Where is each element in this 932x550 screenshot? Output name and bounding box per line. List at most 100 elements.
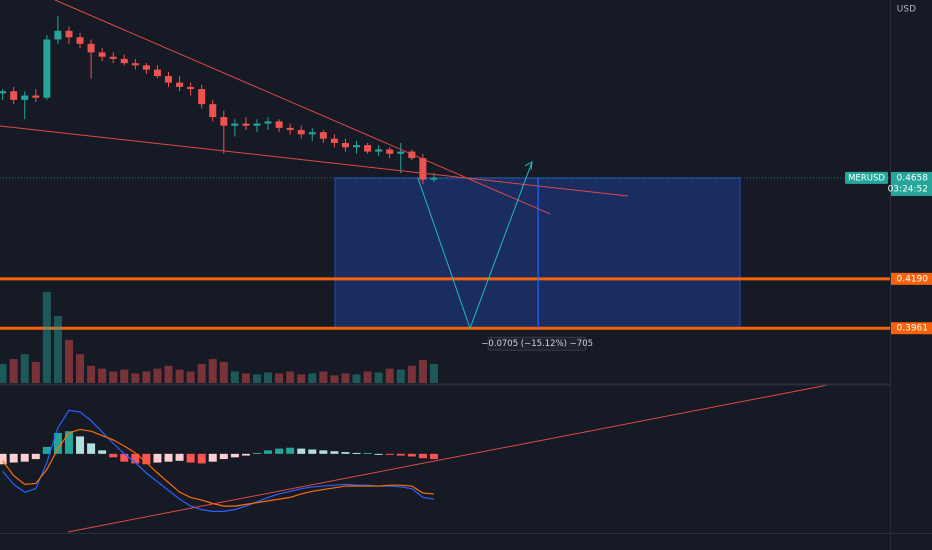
histogram-bar xyxy=(87,443,96,454)
volume-bar xyxy=(241,373,250,383)
candle-body xyxy=(98,52,106,57)
candle-body xyxy=(231,123,239,126)
volume-bar xyxy=(76,354,85,383)
candle-body xyxy=(109,56,117,59)
volume-bar xyxy=(153,368,162,383)
histogram-bar xyxy=(175,453,184,461)
candle-body xyxy=(165,76,173,83)
candle-body xyxy=(131,63,139,66)
candle-body xyxy=(242,123,250,126)
price-label: 0.4190 xyxy=(897,274,929,284)
volume-bar xyxy=(98,368,107,383)
symbol-label: MERUSD xyxy=(848,173,885,183)
histogram-bar xyxy=(31,453,40,460)
volume-bar xyxy=(363,371,372,383)
candle-body xyxy=(32,95,40,98)
histogram-bar xyxy=(286,447,295,454)
candle-body xyxy=(54,30,62,40)
candle-body xyxy=(286,127,294,131)
volume-bar xyxy=(64,339,73,383)
volume-bar xyxy=(396,369,405,383)
histogram-bar xyxy=(396,453,405,456)
candle-body xyxy=(142,65,150,70)
candle-body xyxy=(21,95,29,100)
histogram-bar xyxy=(363,452,372,454)
volume-bar xyxy=(429,363,438,383)
volume-bar xyxy=(418,360,427,383)
projection-path xyxy=(417,161,533,330)
histogram-bar xyxy=(42,446,51,454)
histogram-bar xyxy=(98,450,107,454)
candle-body xyxy=(0,91,7,94)
histogram-bar xyxy=(264,450,273,454)
histogram-bar xyxy=(153,453,162,463)
price-label-box xyxy=(891,272,932,285)
histogram-bar xyxy=(297,448,306,454)
histogram-bar xyxy=(252,452,261,454)
candle-body xyxy=(353,145,361,148)
candle-body xyxy=(419,158,427,180)
candle-body xyxy=(87,43,95,53)
trend-line xyxy=(67,384,828,533)
volume-bar xyxy=(109,371,118,383)
volume-bar xyxy=(31,361,40,383)
histogram-bar xyxy=(429,453,438,460)
candle-body xyxy=(264,121,272,124)
volume-bar xyxy=(131,373,140,383)
candle-body xyxy=(220,117,228,126)
candle-body xyxy=(397,151,405,154)
candle-body xyxy=(187,86,195,90)
histogram-bar xyxy=(230,453,239,458)
histogram-bar xyxy=(20,453,29,462)
volume-bar xyxy=(230,371,239,383)
candle-body xyxy=(308,132,316,135)
histogram-bar xyxy=(186,453,195,463)
volume-bar xyxy=(197,363,206,383)
last-price-label: 0.4658 xyxy=(897,173,929,183)
candle-body xyxy=(341,142,349,148)
volume-bar xyxy=(352,374,361,383)
volume-bar xyxy=(164,365,173,383)
histogram-bar xyxy=(275,448,284,454)
candle-body xyxy=(65,30,73,38)
volume-bar xyxy=(53,315,62,383)
price-label: 0.3961 xyxy=(897,324,929,334)
countdown: 03:24:52 xyxy=(888,184,928,194)
macd-line xyxy=(2,409,435,512)
volume-bar xyxy=(264,372,273,383)
volume-bar xyxy=(175,369,184,383)
candle-body xyxy=(176,82,184,87)
histogram-bar xyxy=(53,432,62,454)
candle-body xyxy=(386,149,394,154)
histogram-bar xyxy=(64,431,73,454)
arrow-head xyxy=(524,161,533,171)
volume-bar xyxy=(120,369,129,383)
volume-bar xyxy=(208,359,217,383)
candle-body xyxy=(253,123,261,126)
candle-body xyxy=(120,58,128,64)
volume-bar xyxy=(20,354,29,383)
candle-body xyxy=(330,138,338,143)
signal-line xyxy=(2,428,434,507)
histogram-bar xyxy=(197,453,206,464)
histogram-bar xyxy=(0,453,7,465)
volume-bar xyxy=(142,371,151,383)
candle-body xyxy=(198,89,206,105)
histogram-bar xyxy=(330,451,339,454)
volume-bar xyxy=(0,363,7,383)
histogram-bar xyxy=(374,453,383,455)
histogram-bar xyxy=(9,453,18,463)
volume-bar xyxy=(341,373,350,383)
histogram-bar xyxy=(208,453,217,462)
histogram-bar xyxy=(219,453,228,460)
histogram-bar xyxy=(142,453,151,465)
volume-bar xyxy=(42,292,51,383)
histogram-bar xyxy=(319,450,328,454)
candle-body xyxy=(375,149,383,152)
histogram-bar xyxy=(131,453,140,464)
volume-bar xyxy=(297,374,306,383)
histogram-bar xyxy=(241,453,250,456)
volume-bar xyxy=(319,371,328,383)
